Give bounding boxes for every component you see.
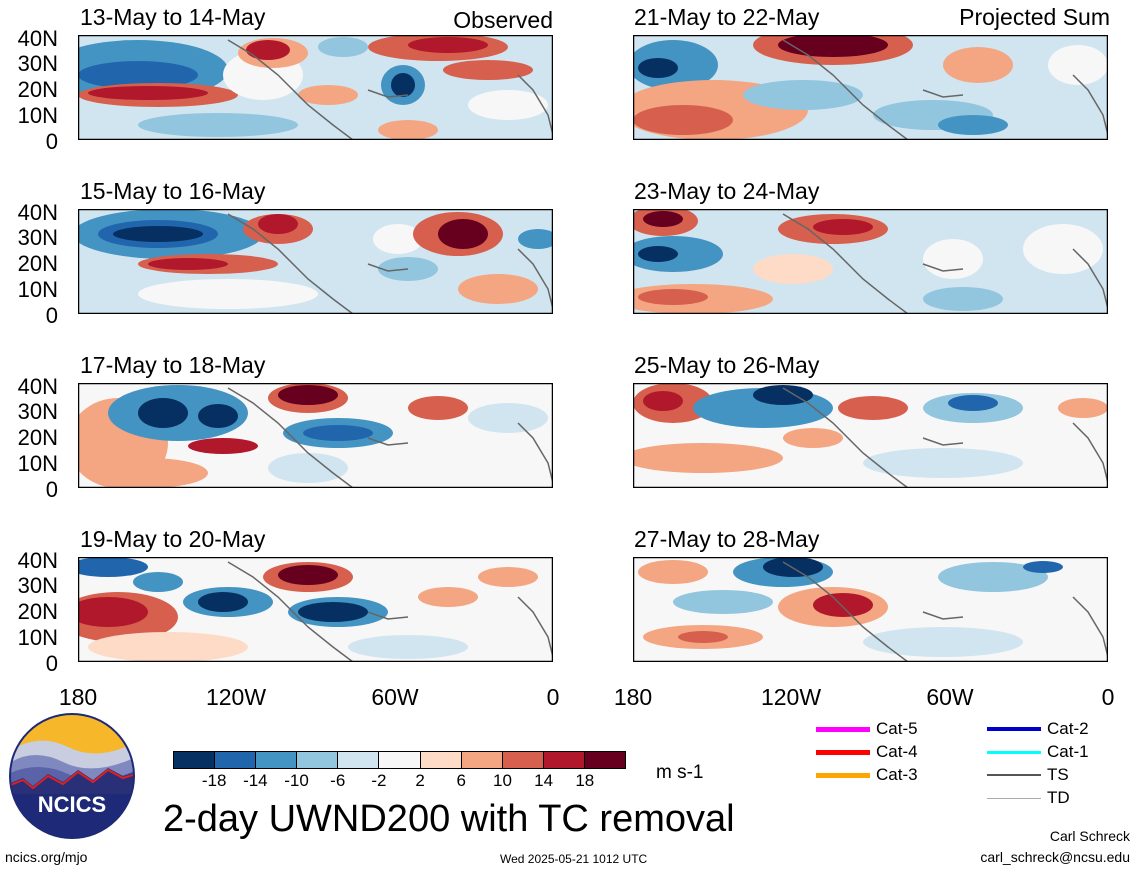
colorbar-label: 10 (492, 771, 512, 790)
colorbar-swatch (502, 752, 544, 768)
footer-author: Carl Schreck (1049, 828, 1130, 844)
panel-2-map (78, 209, 553, 314)
legend-label-ts: TS (1047, 765, 1069, 784)
footer-url: ncics.org/mjo (5, 849, 88, 865)
panel-3-ytick-20n: 20N (17, 425, 58, 450)
panel-3-ytick-10n: 10N (17, 451, 58, 476)
panel-3-ytick-40n: 40N (17, 374, 58, 399)
panel-4-map (78, 557, 553, 662)
panel-3-ytick-30n: 30N (17, 399, 58, 424)
footer-email: carl_schreck@ncsu.edu (980, 849, 1130, 865)
panel-4-ytick-30n: 30N (17, 573, 58, 598)
panel-4-title: 19-May to 20-May (80, 526, 266, 552)
legend-label-cat-1: Cat-1 (1047, 742, 1089, 761)
panel-7-title: 25-May to 26-May (634, 352, 820, 378)
right-xtick-120w: 120W (760, 684, 822, 710)
panel-2-ytick-0: 0 (45, 303, 58, 328)
colorbar-swatch (379, 752, 421, 768)
panel-4-ytick-10n: 10N (17, 625, 58, 650)
colorbar-label: 14 (534, 771, 554, 790)
left-xtick-180: 180 (58, 684, 98, 710)
panel-2-title: 15-May to 16-May (80, 178, 266, 204)
legend-label-cat-4: Cat-4 (876, 742, 918, 761)
panel-1-ytick-40n: 40N (17, 26, 58, 51)
colorbar-swatch (420, 752, 462, 768)
panel-6-title: 23-May to 24-May (634, 178, 820, 204)
colorbar-swatch (584, 752, 626, 768)
colorbar-label: -10 (284, 771, 309, 790)
panel-2-ytick-20n: 20N (17, 251, 58, 276)
panel-2-ytick-40n: 40N (17, 200, 58, 225)
logo-text: NCICS (38, 792, 106, 817)
panel-3-title: 17-May to 18-May (80, 352, 266, 378)
colorbar-label: 18 (575, 771, 595, 790)
legend-line-ts (987, 774, 1041, 776)
panel-1-label: Observed (453, 7, 553, 33)
colorbar-label: -2 (371, 771, 387, 790)
footer-timestamp: Wed 2025-05-21 1012 UTC (500, 852, 648, 866)
legend-line-cat-4 (816, 749, 870, 755)
panel-4-ytick-0: 0 (45, 651, 58, 676)
panel-4-ytick-20n: 20N (17, 599, 58, 624)
legend-line-td (987, 797, 1041, 799)
legend-label-td: TD (1047, 788, 1070, 807)
legend-line-cat-1 (987, 750, 1041, 754)
colorbar-unit: m s-1 (656, 762, 704, 783)
panel-1-ytick-30n: 30N (17, 51, 58, 76)
panel-5-map (633, 35, 1108, 140)
panel-5-title: 21-May to 22-May (634, 4, 820, 30)
colorbar-swatch (174, 752, 216, 768)
colorbar-label: 6 (456, 771, 466, 790)
colorbar-label: -6 (330, 771, 346, 790)
legend-label-cat-5: Cat-5 (876, 719, 918, 738)
colorbar-swatch (543, 752, 585, 768)
legend-label-cat-3: Cat-3 (876, 765, 918, 784)
panel-2-ytick-30n: 30N (17, 225, 58, 250)
panel-5-label: Projected Sum (959, 4, 1110, 30)
panel-3-ytick-0: 0 (45, 477, 58, 502)
right-xtick-180: 180 (613, 684, 653, 710)
right-xtick-0: 0 (1101, 684, 1115, 710)
main-title: 2-day UWND200 with TC removal (163, 798, 735, 840)
colorbar-swatch (215, 752, 257, 768)
panel-3-map (78, 383, 553, 488)
colorbar (173, 751, 626, 769)
panel-2-ytick-10n: 10N (17, 277, 58, 302)
colorbar-swatch (338, 752, 380, 768)
legend-line-cat-3 (816, 772, 870, 778)
left-xtick-60w: 60W (371, 684, 419, 710)
colorbar-label: 2 (415, 771, 425, 790)
panel-1-title: 13-May to 14-May (80, 4, 266, 30)
left-xtick-120w: 120W (205, 684, 267, 710)
colorbar-swatch (461, 752, 503, 768)
left-xtick-0: 0 (546, 684, 560, 710)
panel-4-ytick-40n: 40N (17, 548, 58, 573)
legend-line-cat-2 (987, 727, 1041, 731)
panel-1-ytick-0: 0 (45, 129, 58, 154)
panel-1-map (78, 35, 553, 140)
legend-label-cat-2: Cat-2 (1047, 719, 1089, 738)
legend-line-cat-5 (816, 726, 870, 732)
colorbar-swatch (256, 752, 298, 768)
panel-7-map (633, 383, 1108, 488)
colorbar-label: -18 (201, 771, 227, 790)
panel-6-map (633, 209, 1108, 314)
panel-8-title: 27-May to 28-May (634, 526, 820, 552)
panel-1-ytick-10n: 10N (17, 103, 58, 128)
panel-8-map (633, 557, 1108, 662)
colorbar-label: -14 (243, 771, 268, 790)
panel-1-ytick-20n: 20N (17, 77, 58, 102)
right-xtick-60w: 60W (926, 684, 974, 710)
ncics-logo: NCICS (9, 713, 135, 839)
colorbar-swatch (297, 752, 339, 768)
